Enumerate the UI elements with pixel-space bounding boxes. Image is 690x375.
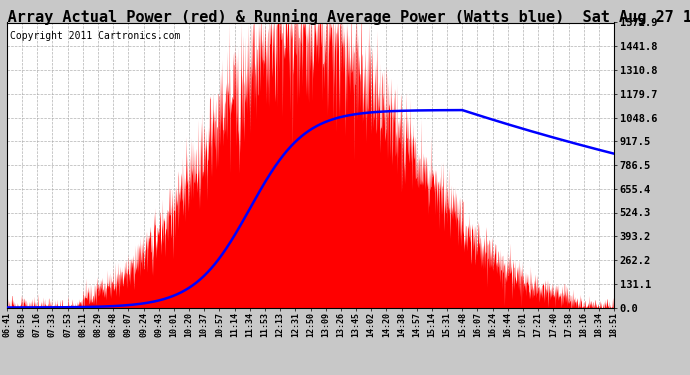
Text: West Array Actual Power (red) & Running Average Power (Watts blue)  Sat Aug 27 1: West Array Actual Power (red) & Running … — [0, 9, 690, 26]
Text: Copyright 2011 Cartronics.com: Copyright 2011 Cartronics.com — [10, 31, 180, 41]
